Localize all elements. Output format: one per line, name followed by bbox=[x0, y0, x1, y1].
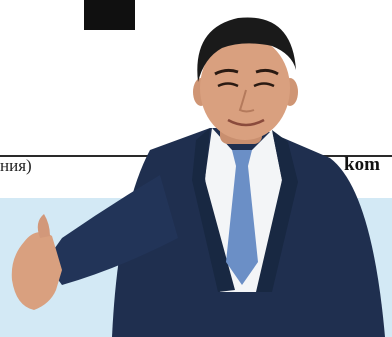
face bbox=[200, 36, 290, 140]
right-eyebrow bbox=[255, 68, 279, 76]
left-eyebrow bbox=[214, 68, 239, 76]
text-fragment-right: kom bbox=[344, 154, 380, 175]
left-eye bbox=[217, 82, 239, 88]
nose bbox=[238, 89, 255, 113]
suit-arm bbox=[45, 175, 178, 285]
text-fragment-left: ния) bbox=[0, 156, 32, 175]
hand bbox=[11, 232, 62, 310]
black-box bbox=[84, 0, 135, 30]
left-lapel bbox=[192, 128, 235, 292]
mouth bbox=[227, 118, 265, 127]
thumb bbox=[37, 214, 50, 238]
hair bbox=[197, 17, 296, 82]
right-eye bbox=[253, 82, 275, 88]
right-lapel bbox=[256, 130, 298, 292]
tie bbox=[226, 150, 258, 285]
